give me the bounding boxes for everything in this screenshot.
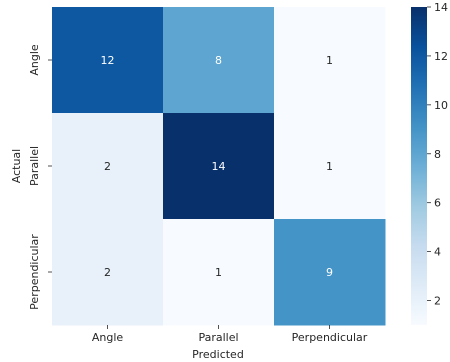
y-tick-label: Angle	[28, 44, 41, 76]
heatmap-cell-label: 1	[326, 54, 333, 67]
y-axis: Angle Parallel Perpendicular	[28, 44, 52, 310]
heatmap-cell	[52, 7, 164, 114]
colorbar-gradient	[411, 7, 427, 325]
y-axis-title: Actual	[10, 149, 23, 183]
colorbar-tick-label: 6	[434, 197, 441, 210]
colorbar-tick-label: 4	[434, 246, 441, 259]
heatmap-cells	[52, 7, 386, 326]
x-tick-label: Perpendicular	[292, 331, 368, 344]
heatmap-cell	[163, 219, 275, 326]
heatmap-cell-label: 1	[326, 160, 333, 173]
x-axis-title: Predicted	[192, 348, 244, 361]
colorbar-tick-label: 8	[434, 148, 441, 161]
heatmap-cell-label: 12	[101, 54, 115, 67]
heatmap-cell-label: 9	[326, 266, 333, 279]
heatmap-cell-label: 2	[104, 266, 111, 279]
heatmap-cell	[52, 219, 164, 326]
y-tick-label: Perpendicular	[28, 234, 41, 310]
heatmap-cell	[163, 113, 275, 220]
colorbar-tick-label: 14	[434, 1, 448, 14]
x-tick-label: Angle	[92, 331, 124, 344]
x-axis: Angle Parallel Perpendicular	[92, 325, 368, 344]
x-tick-label: Parallel	[198, 331, 238, 344]
heatmap-cell-label: 14	[212, 160, 226, 173]
heatmap-cell	[163, 7, 275, 114]
colorbar-tick-label: 2	[434, 295, 441, 308]
heatmap-cell-labels: 12 8 12 14 12 1 9	[101, 54, 334, 279]
heatmap-cell	[274, 7, 386, 114]
heatmap-cell-label: 8	[215, 54, 222, 67]
heatmap-cell	[274, 219, 386, 326]
heatmap-cell-label: 2	[104, 160, 111, 173]
colorbar-tick-label: 10	[434, 99, 448, 112]
heatmap-cell-label: 1	[215, 266, 222, 279]
colorbar: 2 4 6 8 10 12 14	[411, 1, 448, 325]
heatmap-cell	[52, 113, 164, 220]
y-tick-label: Parallel	[28, 146, 41, 186]
colorbar-tick-label: 12	[434, 50, 448, 63]
heatmap-cell	[274, 113, 386, 220]
